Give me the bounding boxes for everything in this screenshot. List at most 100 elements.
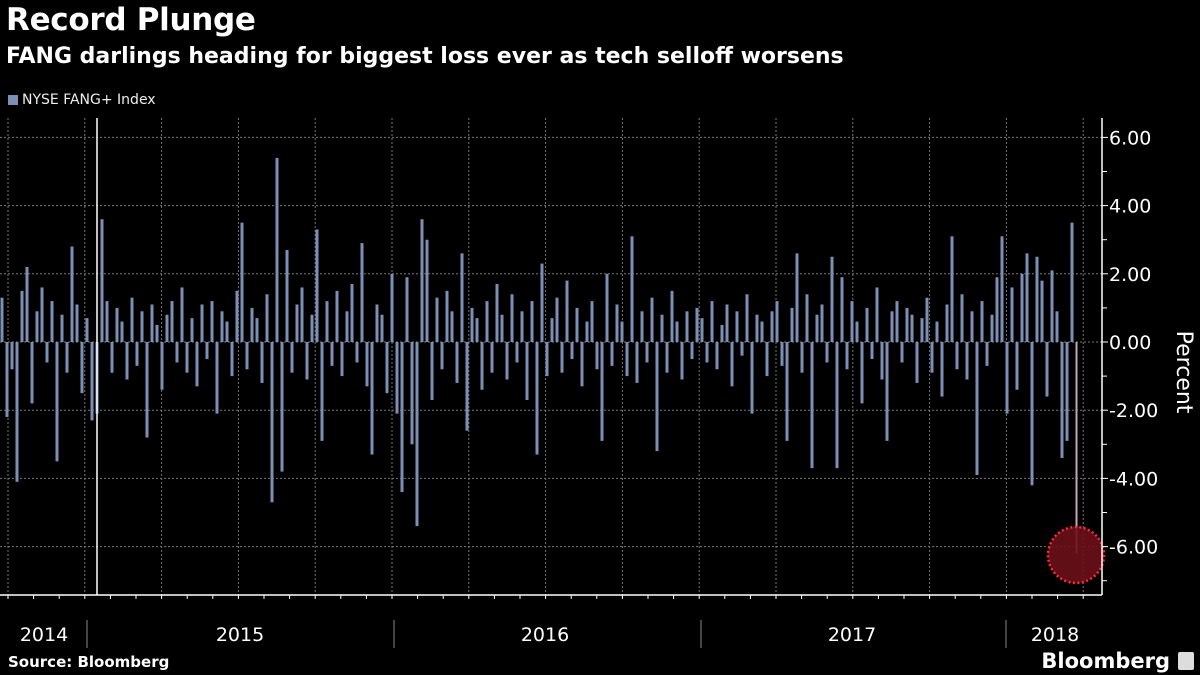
- bar: [355, 342, 359, 363]
- bar: [295, 304, 299, 342]
- bar: [775, 301, 779, 342]
- bar: [965, 342, 969, 380]
- bar: [555, 297, 559, 342]
- bar: [780, 342, 784, 366]
- bar: [320, 342, 324, 441]
- bar: [620, 321, 624, 342]
- bar: [190, 318, 194, 342]
- bar: [580, 342, 584, 387]
- bar: [405, 277, 409, 342]
- bar: [605, 273, 609, 342]
- bar: [1060, 342, 1064, 458]
- bar: [760, 321, 764, 342]
- bar: [1040, 280, 1044, 342]
- bar: [410, 342, 414, 445]
- bar: [485, 301, 489, 342]
- bar: [1050, 270, 1054, 342]
- bar: [385, 342, 389, 394]
- bar: [770, 311, 774, 342]
- bar: [180, 287, 184, 342]
- bar: [235, 290, 239, 342]
- bar: [585, 321, 589, 342]
- bar: [275, 157, 279, 342]
- bar: [1015, 342, 1019, 390]
- bar: [590, 301, 594, 342]
- x-tick-label: 2018: [1031, 624, 1079, 646]
- bar: [340, 342, 344, 377]
- bar: [925, 297, 929, 342]
- bar: [945, 304, 949, 342]
- bar: [220, 311, 224, 342]
- bar: [745, 294, 749, 342]
- bar: [660, 314, 664, 342]
- bars: [0, 157, 1078, 554]
- bar: [280, 342, 284, 472]
- bar: [535, 342, 539, 455]
- bar: [530, 301, 534, 342]
- bar: [815, 314, 819, 342]
- bar: [60, 314, 64, 342]
- bar: [565, 280, 569, 342]
- x-tick-label: 2014: [20, 624, 68, 646]
- bar: [755, 314, 759, 342]
- bar: [675, 321, 679, 342]
- bar: [115, 307, 119, 342]
- bar: [35, 311, 39, 342]
- bar: [270, 342, 274, 503]
- bar: [720, 324, 724, 342]
- bar: [695, 307, 699, 342]
- bar: [545, 342, 549, 377]
- bar: [215, 342, 219, 414]
- bar: [690, 342, 694, 360]
- bar: [395, 342, 399, 414]
- bar: [1020, 273, 1024, 342]
- bar: [470, 307, 474, 342]
- bar: [940, 342, 944, 397]
- bar: [540, 263, 544, 342]
- bar: [730, 342, 734, 387]
- bar: [805, 294, 809, 342]
- bar: [125, 342, 129, 380]
- bar: [120, 321, 124, 342]
- bar: [15, 342, 19, 482]
- bar: [510, 294, 514, 342]
- bar: [100, 219, 104, 342]
- bar: [795, 253, 799, 342]
- bar: [475, 318, 479, 342]
- x-tick-label: 2015: [216, 624, 264, 646]
- bar: [1075, 342, 1078, 554]
- bar: [350, 284, 354, 342]
- bar: [160, 342, 164, 390]
- bar: [450, 311, 454, 342]
- bar: [465, 342, 469, 431]
- bar: [575, 307, 579, 342]
- bar: [665, 342, 669, 373]
- bar: [670, 290, 674, 342]
- x-tick-label: 2017: [828, 624, 876, 646]
- bar: [710, 301, 714, 342]
- bar: [970, 311, 974, 342]
- bar: [0, 297, 4, 342]
- bar: [845, 342, 849, 370]
- bar: [705, 342, 709, 363]
- bar: [315, 229, 319, 342]
- bar: [860, 342, 864, 404]
- bar: [495, 284, 499, 342]
- bar: [1045, 342, 1049, 397]
- bloomberg-logo: Bloomberg: [1041, 649, 1194, 673]
- bar: [5, 342, 9, 418]
- bar: [645, 342, 649, 363]
- y-tick-label: 0.00: [1109, 332, 1151, 354]
- bar: [345, 311, 349, 342]
- bar: [110, 342, 114, 373]
- bar: [45, 342, 49, 363]
- bar: [635, 342, 639, 383]
- bar: [750, 342, 754, 414]
- bar: [240, 222, 244, 342]
- bar: [725, 304, 729, 342]
- bar: [435, 297, 439, 342]
- bar: [525, 342, 529, 400]
- bar: [75, 304, 79, 342]
- bar: [155, 324, 159, 342]
- bar: [195, 342, 199, 387]
